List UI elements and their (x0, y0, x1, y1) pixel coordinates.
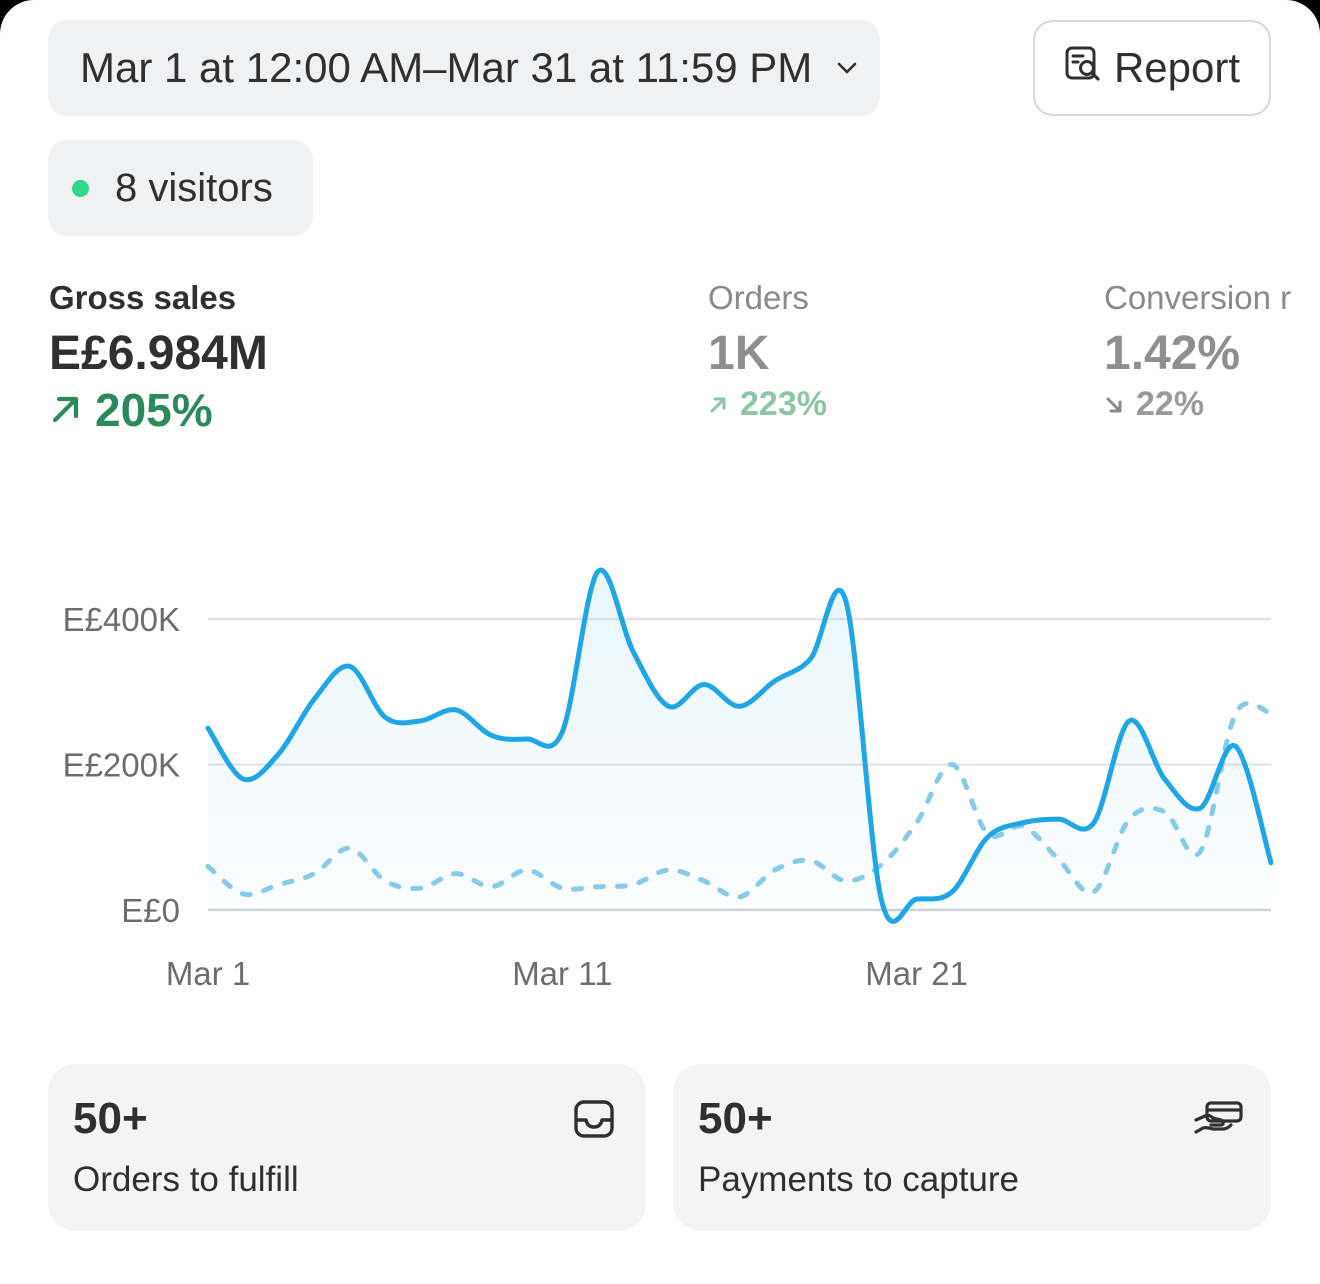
hand-payment-icon (1193, 1098, 1245, 1145)
date-range-button[interactable]: Mar 1 at 12:00 AM–Mar 31 at 11:59 PM (48, 20, 880, 116)
y-tick-label: E£0 (121, 892, 180, 929)
y-tick-label: E£200K (63, 747, 180, 784)
arrow-up-right-icon (708, 384, 728, 424)
arrow-down-right-icon (1104, 384, 1124, 424)
metric-change-value: 205% (95, 384, 213, 436)
report-label: Report (1113, 44, 1241, 91)
card-count: 50+ (698, 1094, 773, 1143)
card-label: Orders to fulfill (73, 1160, 299, 1199)
y-tick-label: E£400K (63, 601, 180, 638)
metric-change: 205% (49, 384, 268, 436)
inbox-icon (573, 1098, 615, 1145)
card-label: Payments to capture (698, 1160, 1019, 1199)
arrow-up-right-icon (49, 384, 83, 436)
metric-change: 223% (708, 384, 827, 424)
metric-label: Gross sales (49, 279, 237, 316)
x-tick-label: Mar 1 (166, 955, 250, 992)
orders-to-fulfill-card[interactable]: 50+ Orders to fulfill (48, 1064, 646, 1231)
chevron-down-icon (834, 55, 860, 81)
metric-value: 1K (708, 327, 770, 380)
metric-value: E£6.984M (49, 327, 268, 380)
metric-change-value: 223% (740, 385, 827, 423)
primary-series-area (208, 570, 1271, 922)
date-range-label: Mar 1 at 12:00 AM–Mar 31 at 11:59 PM (80, 44, 813, 91)
metric-label: Orders (708, 279, 809, 316)
x-tick-label: Mar 11 (512, 955, 612, 992)
x-tick-label: Mar 21 (865, 955, 968, 992)
card-count: 50+ (73, 1094, 148, 1143)
metric-conversion-rate[interactable]: Conversion r 1.42% 22% (1104, 278, 1291, 424)
report-search-icon (1064, 44, 1102, 92)
metric-gross-sales[interactable]: Gross sales E£6.984M 205% (49, 278, 268, 436)
comparison-series-line (205, 700, 1274, 900)
metric-change: 22% (1104, 384, 1291, 424)
metric-orders[interactable]: Orders 1K 223% (708, 278, 827, 424)
metric-change-value: 22% (1136, 385, 1205, 423)
visitors-label: 8 visitors (115, 165, 273, 210)
payments-to-capture-card[interactable]: 50+ Payments to capture (673, 1064, 1271, 1231)
primary-series-line (205, 567, 1274, 924)
live-status-dot (72, 179, 89, 197)
live-visitors-badge[interactable]: 8 visitors (48, 140, 313, 236)
report-button[interactable]: Report (1033, 20, 1271, 116)
gross-sales-chart[interactable]: E£400K E£200K E£0 Mar 1 Mar 11 Mar 21 (0, 540, 1320, 1010)
metric-label: Conversion r (1104, 279, 1292, 316)
metric-value: 1.42% (1104, 327, 1241, 380)
